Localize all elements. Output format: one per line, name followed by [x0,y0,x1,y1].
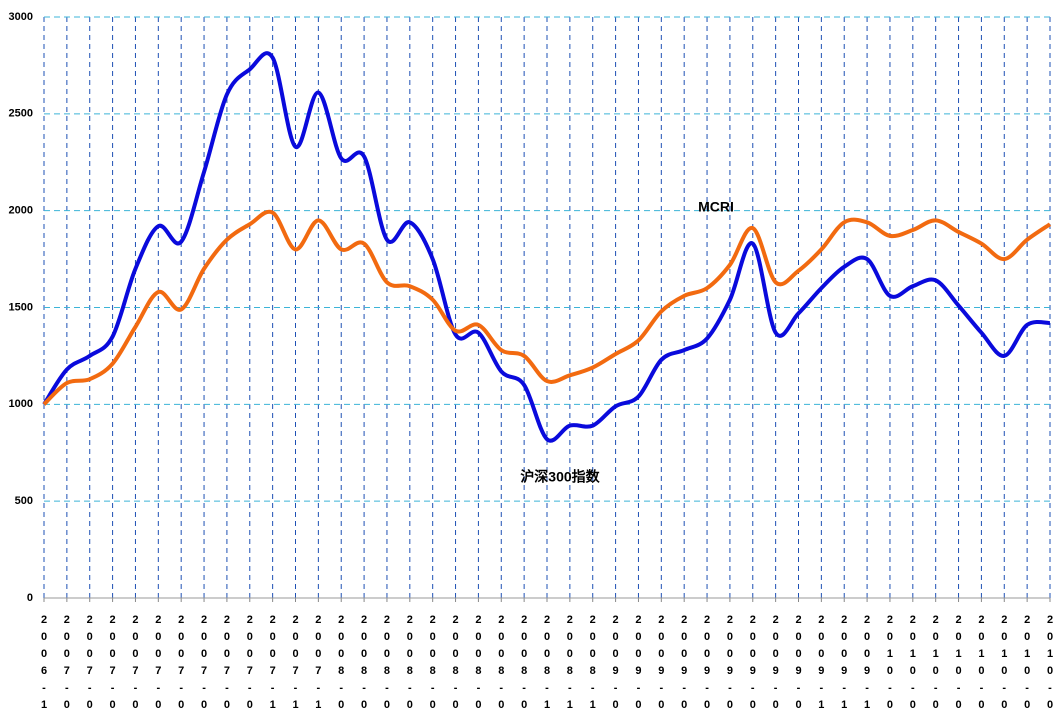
y-tick-label: 1500 [9,301,33,313]
y-tick-label: 0 [27,592,33,604]
y-tick-label: 3000 [9,11,33,23]
y-tick-label: 1000 [9,398,33,410]
line-series [42,209,1052,406]
series-label: MCRI [698,199,734,215]
y-tick-label: 500 [15,495,33,507]
y-tick-label: 2500 [9,108,33,120]
line-series [42,51,1051,443]
series-label: 沪深300指数 [520,469,600,485]
y-tick-label: 2000 [9,205,33,217]
